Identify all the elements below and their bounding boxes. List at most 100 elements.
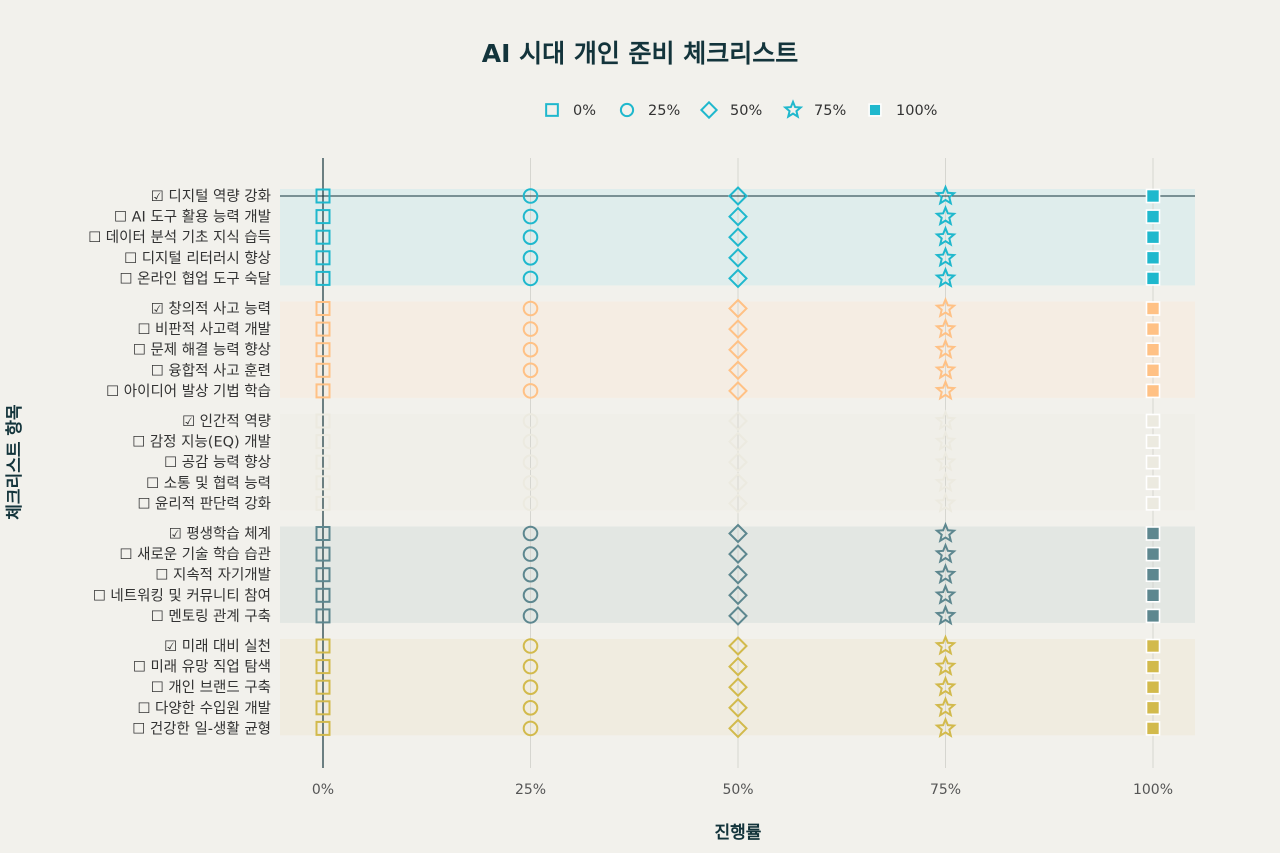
data-point xyxy=(728,585,748,606)
x-tick-label: 50% xyxy=(722,782,753,798)
data-point xyxy=(1145,496,1161,511)
data-point xyxy=(522,566,539,583)
data-point xyxy=(934,491,957,513)
data-point xyxy=(522,188,539,204)
data-point xyxy=(522,454,539,471)
data-point xyxy=(315,567,331,583)
data-point xyxy=(728,247,748,268)
y-tick-label: ☑ 창의적 사고 능력 xyxy=(151,301,271,318)
data-point xyxy=(522,383,539,399)
data-point xyxy=(728,227,748,248)
data-point xyxy=(522,249,539,266)
y-tick-label: ☐ 멘토링 관계 구축 xyxy=(151,608,271,625)
data-point xyxy=(315,720,331,736)
y-tick-label: ☐ 소통 및 협력 능력 xyxy=(146,475,271,492)
data-point xyxy=(1145,638,1161,654)
data-point xyxy=(934,246,957,268)
data-point xyxy=(315,700,331,716)
data-point xyxy=(315,209,331,225)
data-point xyxy=(1145,608,1161,624)
x-tick-label: 100% xyxy=(1133,782,1173,798)
y-tick-label: ☐ 데이터 분석 기초 지식 습득 xyxy=(88,229,271,246)
data-point xyxy=(728,605,748,626)
data-point xyxy=(315,301,331,316)
data-point xyxy=(728,339,748,360)
data-point xyxy=(934,634,957,656)
legend-label: 100% xyxy=(896,103,937,119)
data-point xyxy=(728,697,748,718)
data-point xyxy=(934,471,957,493)
data-point xyxy=(522,700,539,716)
data-point xyxy=(315,229,331,245)
data-point xyxy=(934,225,957,247)
data-point xyxy=(934,379,957,401)
data-point xyxy=(934,358,957,380)
y-tick-label: ☐ 디지털 리터러시 향상 xyxy=(124,250,271,267)
data-point xyxy=(315,434,331,450)
y-tick-label: ☑ 인간적 역량 xyxy=(182,413,271,430)
data-point xyxy=(728,523,748,544)
data-point xyxy=(728,319,748,340)
legend-label: 50% xyxy=(730,103,762,119)
data-point xyxy=(522,341,539,358)
data-point xyxy=(1145,526,1161,541)
data-point xyxy=(728,452,748,473)
data-point xyxy=(1145,659,1161,674)
y-tick-label: ☐ 융합적 사고 훈련 xyxy=(151,362,271,379)
data-point xyxy=(1145,454,1161,470)
data-point xyxy=(728,472,748,493)
data-point xyxy=(1145,567,1161,583)
data-point xyxy=(522,433,539,450)
data-point xyxy=(1145,271,1161,286)
y-tick-label: ☑ 미래 대비 실천 xyxy=(164,638,271,655)
legend-label: 25% xyxy=(648,103,680,119)
data-point xyxy=(522,608,539,624)
legend-marker xyxy=(699,100,719,120)
data-point xyxy=(315,454,331,470)
data-point xyxy=(315,679,331,695)
data-point xyxy=(728,268,748,289)
data-point xyxy=(315,495,331,511)
data-point xyxy=(934,450,957,472)
data-point xyxy=(315,362,331,378)
data-point xyxy=(934,542,957,564)
y-tick-label: ☐ 개인 브랜드 구축 xyxy=(151,679,271,696)
data-point xyxy=(315,526,331,541)
y-tick-label: ☐ 건강한 일-생활 균형 xyxy=(132,720,271,737)
y-tick-label: ☐ 공감 능력 향상 xyxy=(164,454,271,471)
data-point xyxy=(522,300,539,317)
data-point xyxy=(934,654,957,677)
data-point xyxy=(522,638,539,654)
y-tick-label: ☐ 미래 유망 직업 탐색 xyxy=(133,659,271,676)
data-point xyxy=(522,413,539,429)
data-point xyxy=(934,317,957,339)
data-point xyxy=(315,638,331,654)
y-axis-title: 체크리스트 항목 xyxy=(4,404,25,520)
data-point xyxy=(315,608,331,624)
y-tick-label: ☐ 네트워킹 및 커뮤니티 참여 xyxy=(93,587,271,604)
data-point xyxy=(934,521,957,543)
data-point xyxy=(934,675,957,697)
data-point xyxy=(315,342,331,358)
data-point xyxy=(934,429,957,452)
data-point xyxy=(315,659,331,675)
data-point xyxy=(315,188,331,204)
y-tick-label: ☐ 감정 지능(EQ) 개발 xyxy=(132,434,271,451)
data-point xyxy=(522,229,539,245)
y-tick-label: ☐ 비판적 사고력 개발 xyxy=(137,321,271,338)
data-point xyxy=(315,383,331,399)
data-point xyxy=(315,546,331,562)
legend-label: 75% xyxy=(814,103,846,119)
data-point xyxy=(728,656,748,677)
data-point xyxy=(1145,679,1161,695)
data-point xyxy=(934,716,957,738)
data-point xyxy=(1145,700,1161,716)
data-point xyxy=(934,266,957,288)
data-point xyxy=(522,362,539,379)
data-point xyxy=(1145,475,1161,491)
data-point xyxy=(315,270,331,286)
data-point xyxy=(1145,546,1161,562)
data-point xyxy=(1145,188,1161,204)
y-tick-label: ☐ 윤리적 판단력 강화 xyxy=(137,495,271,512)
